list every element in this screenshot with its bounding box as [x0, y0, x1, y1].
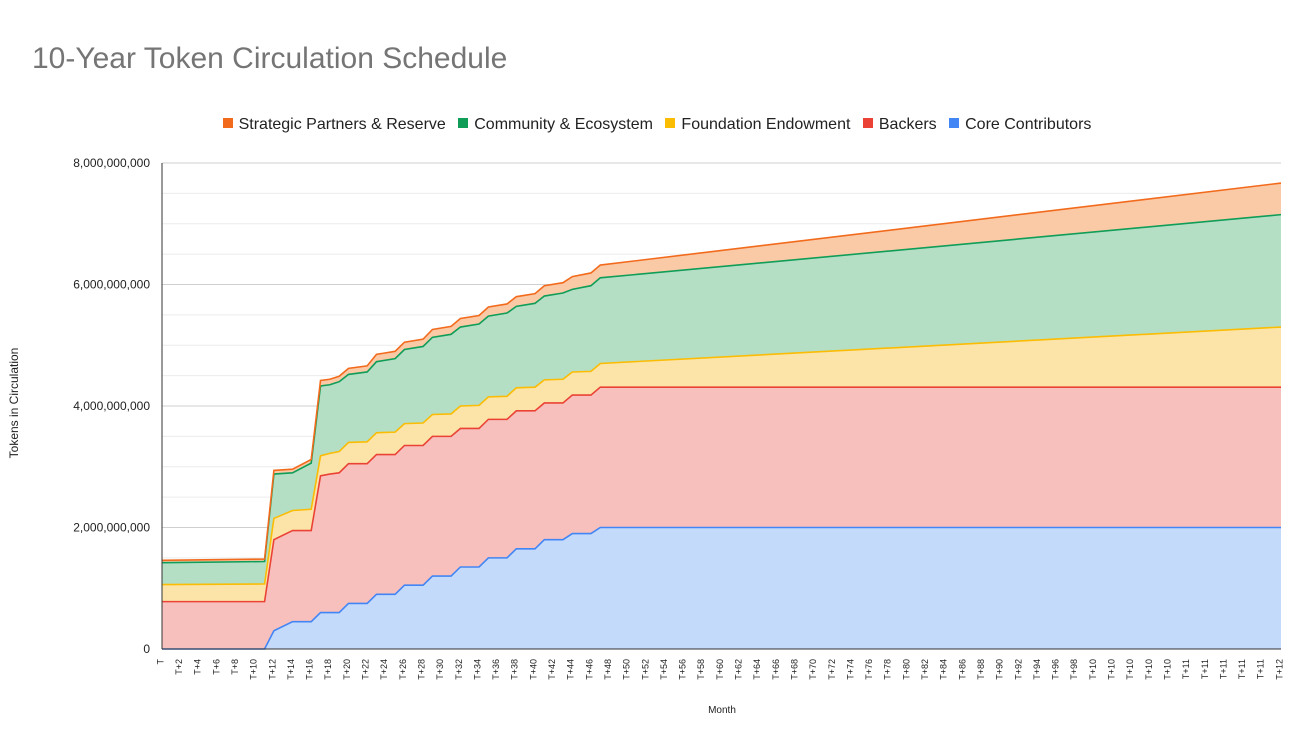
x-tick-label: T+86 — [957, 659, 967, 680]
legend-label: Core Contributors — [965, 116, 1092, 133]
x-tick-label: T+11 — [1200, 659, 1210, 679]
area-strategic-partners-reserve — [162, 183, 1281, 563]
x-tick-label: T+11 — [1237, 659, 1247, 679]
chart-title: 10-Year Token Circulation Schedule — [32, 42, 508, 75]
area-backers — [162, 387, 1281, 649]
y-tick-label: 2,000,000,000 — [73, 521, 150, 535]
x-tick-label: T+70 — [808, 659, 818, 680]
x-tick-label: T+16 — [305, 659, 315, 680]
x-tick-label: T+80 — [901, 659, 911, 680]
legend-label: Foundation Endowment — [681, 116, 851, 133]
legend-label: Community & Ecosystem — [474, 116, 653, 133]
x-tick-label: T+14 — [286, 659, 296, 680]
legend: Strategic Partners & Reserve Community &… — [0, 116, 1314, 134]
x-tick-label: T+74 — [845, 659, 855, 680]
area-foundation-endowment — [162, 327, 1281, 602]
x-tick-label: T+66 — [771, 659, 781, 680]
x-tick-label: T+46 — [584, 659, 594, 680]
x-tick-label: T+6 — [211, 659, 221, 675]
y-tick-label: 0 — [143, 642, 150, 656]
x-tick-label: T+56 — [678, 659, 688, 680]
x-tick-label: T+24 — [379, 659, 389, 680]
x-tick-label: T+20 — [342, 659, 352, 680]
legend-item-backers[interactable]: Backers — [862, 116, 937, 134]
x-tick-label: T+11 — [1218, 659, 1228, 679]
legend-swatch — [949, 118, 960, 128]
x-tick-label: T+10 — [1088, 659, 1098, 680]
x-tick-label: T+60 — [715, 659, 725, 680]
x-tick-label: T+18 — [323, 659, 333, 680]
y-tick-label: 6,000,000,000 — [73, 278, 150, 292]
x-tick-label: T+68 — [789, 659, 799, 680]
legend-item-core-contributors[interactable]: Core Contributors — [949, 116, 1091, 134]
x-tick-label: T+78 — [883, 659, 893, 680]
legend-swatch — [665, 118, 676, 128]
legend-item-foundation[interactable]: Foundation Endowment — [665, 116, 850, 134]
x-tick-label: T+42 — [547, 659, 557, 680]
x-tick-label: T+10 — [249, 659, 259, 680]
x-tick-label: T+84 — [939, 659, 949, 680]
x-tick-label: T+28 — [416, 659, 426, 680]
x-tick-label: T+44 — [566, 659, 576, 680]
x-tick-label: T+72 — [827, 659, 837, 680]
x-tick-label: T+92 — [1013, 659, 1023, 680]
x-tick-label: T+11 — [1181, 659, 1191, 679]
x-tick-label: T+30 — [435, 659, 445, 680]
x-tick-label: T+82 — [920, 659, 930, 680]
x-tick-label: T+2 — [174, 659, 184, 675]
x-tick-label: T+4 — [193, 659, 203, 675]
y-tick-label: 4,000,000,000 — [73, 399, 150, 413]
x-tick-label: T+32 — [454, 659, 464, 680]
legend-label: Strategic Partners & Reserve — [238, 116, 446, 133]
legend-swatch — [222, 118, 233, 128]
x-tick-label: T+48 — [603, 659, 613, 680]
x-tick-label: T+11 — [1256, 659, 1266, 679]
y-tick-label: 8,000,000,000 — [73, 156, 150, 170]
x-tick-label: T+10 — [1144, 659, 1154, 680]
x-tick-label: T+10 — [1162, 659, 1172, 680]
x-tick-label: T+94 — [1032, 659, 1042, 680]
x-tick-label: T+10 — [1107, 659, 1117, 680]
x-tick-label: T+12 — [267, 659, 277, 680]
area-core-contributors — [162, 527, 1281, 649]
x-tick-label: T+26 — [398, 659, 408, 680]
x-tick-label: T+50 — [622, 659, 632, 680]
x-tick-label: T+88 — [976, 659, 986, 680]
x-tick-label: T+76 — [864, 659, 874, 680]
legend-swatch — [458, 118, 469, 128]
legend-item-community[interactable]: Community & Ecosystem — [458, 116, 653, 134]
x-tick-label: T+90 — [995, 659, 1005, 680]
x-tick-label: T+8 — [230, 659, 240, 675]
legend-label: Backers — [878, 116, 937, 133]
line-core-contributors — [162, 526, 1281, 650]
legend-item-strategic-partners[interactable]: Strategic Partners & Reserve — [222, 116, 446, 134]
x-tick-label: T+22 — [361, 659, 371, 680]
line-strategic-partners-reserve — [161, 182, 1282, 562]
legend-swatch — [862, 118, 873, 128]
x-tick-label: T+34 — [472, 659, 482, 680]
x-tick-label: T+40 — [528, 659, 538, 680]
area-community-ecosystem — [162, 214, 1281, 585]
x-tick-label: T — [155, 659, 165, 665]
x-tick-label: T+52 — [640, 659, 650, 680]
y-axis-label: Tokens in Circulation — [7, 347, 21, 459]
line-backers — [162, 386, 1281, 603]
x-axis-label: Month — [708, 705, 736, 716]
x-tick-label: T+64 — [752, 659, 762, 680]
x-tick-label: T+54 — [659, 659, 669, 680]
x-tick-label: T+96 — [1051, 659, 1061, 680]
x-tick-label: T+98 — [1069, 659, 1079, 680]
line-foundation-endowment — [161, 326, 1282, 586]
x-tick-label: T+10 — [1125, 659, 1135, 680]
x-tick-label: T+38 — [510, 659, 520, 680]
x-tick-label: T+36 — [491, 659, 501, 680]
x-tick-label: T+12 — [1274, 659, 1284, 680]
x-tick-label: T+58 — [696, 659, 706, 680]
x-tick-label: T+62 — [734, 659, 744, 680]
